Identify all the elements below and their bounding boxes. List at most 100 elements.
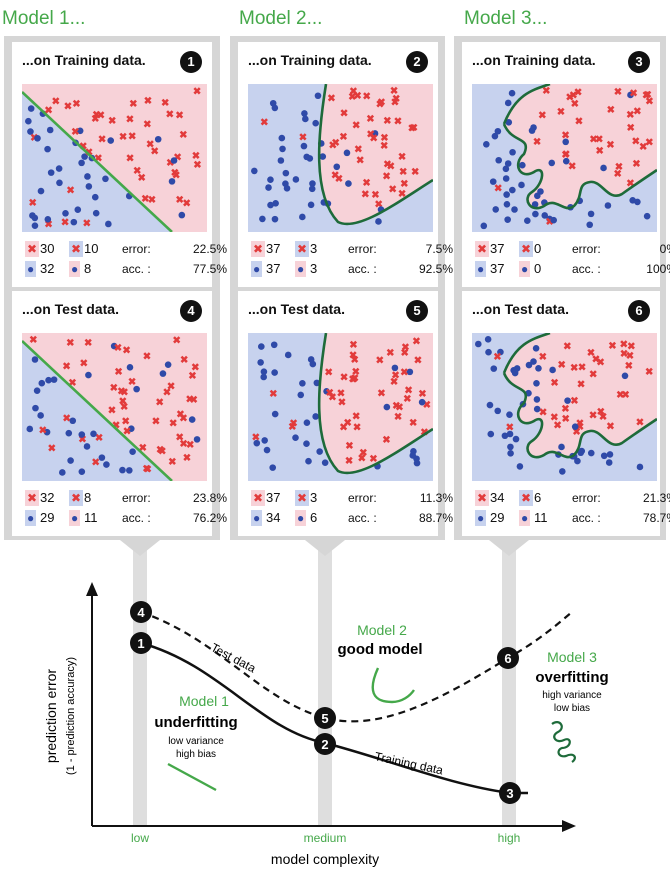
red-class-point: ✖ xyxy=(589,369,597,380)
confusion-summary: ✖ 37 ✖ 3 ● 34 ● 6 error: 11.3% acc. :88.7% xyxy=(248,489,458,529)
red-class-point: ✖ xyxy=(345,441,353,452)
blue-class-point xyxy=(278,134,286,142)
red-class-point: ✖ xyxy=(163,387,171,398)
red-class-point: ✖ xyxy=(179,414,187,425)
blue-class-point xyxy=(44,216,52,223)
blue-class-point xyxy=(270,341,278,349)
red-class-point: ✖ xyxy=(144,96,152,107)
red-class-point: ✖ xyxy=(620,349,628,360)
blue-class-point xyxy=(44,145,51,153)
count-value: 3 xyxy=(310,241,318,256)
blue-class-point xyxy=(495,156,503,164)
dot-marker-icon: ● xyxy=(69,261,81,277)
red-class-point: ✖ xyxy=(629,88,637,99)
red-class-point: ✖ xyxy=(398,152,406,163)
red-class-point: ✖ xyxy=(412,337,420,348)
blue-class-point xyxy=(489,178,497,185)
red-class-point: ✖ xyxy=(146,140,154,151)
blue-class-point xyxy=(103,461,110,468)
red-class-point: ✖ xyxy=(61,218,69,229)
red-class-point: ✖ xyxy=(349,374,357,385)
blue-class-point xyxy=(531,201,539,208)
blue-class-point xyxy=(37,412,44,419)
red-class-point: ✖ xyxy=(189,395,197,406)
blue-class-point xyxy=(271,215,279,223)
panel-title: ...on Training data. xyxy=(472,52,596,68)
red-class-point: ✖ xyxy=(72,99,80,110)
red-class-point: ✖ xyxy=(589,410,597,421)
red-class-point: ✖ xyxy=(119,132,127,143)
red-class-point: ✖ xyxy=(168,457,176,468)
confusion-summary: ✖ 30 ✖ 10 ● 32 ● 8 error: 22.5% acc. :77.5% xyxy=(22,240,232,280)
red-class-point: ✖ xyxy=(410,123,418,134)
blue-class-point xyxy=(518,181,525,189)
dot-marker-icon: ● xyxy=(475,261,487,277)
blue-class-point xyxy=(102,175,109,183)
red-class-point: ✖ xyxy=(331,171,339,182)
metric-label: error: xyxy=(122,242,151,256)
blue-class-point xyxy=(154,135,162,143)
red-class-point: ✖ xyxy=(371,190,379,201)
blue-class-point xyxy=(85,183,93,190)
model-3-annotation-sketch xyxy=(551,721,576,763)
blue-class-point xyxy=(31,356,39,363)
red-class-point: ✖ xyxy=(418,389,426,400)
blue-class-point xyxy=(501,432,509,440)
red-class-point: ✖ xyxy=(575,117,583,128)
panel-title: ...on Test data. xyxy=(248,301,345,317)
x-axis-arrow xyxy=(562,820,576,832)
metric-value: 78.7% xyxy=(642,511,670,525)
blue-class-point xyxy=(497,348,504,356)
blue-class-point xyxy=(272,199,279,207)
red-class-point: ✖ xyxy=(148,195,156,206)
count-value: 37 xyxy=(266,261,281,276)
blue-class-point xyxy=(33,387,41,394)
blue-class-point xyxy=(107,137,115,144)
confusion-summary: ✖ 32 ✖ 8 ● 29 ● 11 error: 23.8% acc. :76.2% xyxy=(22,489,232,529)
red-class-point: ✖ xyxy=(391,370,399,381)
connector-high xyxy=(502,540,516,826)
red-class-point: ✖ xyxy=(143,464,151,475)
blue-class-point xyxy=(316,448,323,455)
blue-class-point xyxy=(305,457,312,465)
red-class-point: ✖ xyxy=(349,375,357,386)
red-class-point: ✖ xyxy=(645,96,653,107)
panel-model-1-test: ...on Test data. 4 ✖ ✖ ✖ ✖ ✖ ✖ ✖ ✖ ✖ ✖ ✖ ✖ ✖ ✖ ✖ ✖ ✖ ✖ ✖ ✖ ✖ ✖ ✖… xyxy=(12,291,227,536)
red-class-point: ✖ xyxy=(97,110,105,121)
test-data-label: Test data xyxy=(209,640,259,675)
blue-class-point xyxy=(269,464,277,471)
red-class-point: ✖ xyxy=(68,378,76,389)
dot-marker-icon: ● xyxy=(295,261,307,277)
red-class-point: ✖ xyxy=(568,161,576,172)
red-class-point: ✖ xyxy=(186,395,194,406)
cross-marker-icon: ✖ xyxy=(251,241,266,257)
red-class-point: ✖ xyxy=(542,86,550,97)
red-class-point: ✖ xyxy=(173,152,181,163)
red-class-point: ✖ xyxy=(120,388,128,399)
blue-class-point xyxy=(516,463,524,470)
panel-model-1-train: ...on Training data. 1 ✖ ✖ ✖ ✖ ✖ ✖ ✖ ✖ ✖ ✖ ✖ ✖ ✖ ✖ ✖ ✖ ✖ ✖ ✖… xyxy=(12,42,227,287)
scatter-plot: ✖✖✖✖✖✖✖✖✖✖✖✖✖✖✖✖✖✖✖✖✖✖✖ ✖✖✖✖✖✖✖✖✖✖ ✖✖✖ xyxy=(472,333,657,481)
blue-class-point xyxy=(550,216,557,224)
red-class-point: ✖ xyxy=(350,355,358,366)
red-class-point: ✖ xyxy=(343,418,351,429)
red-class-point: ✖ xyxy=(550,378,558,389)
blue-class-point xyxy=(525,361,533,369)
blue-class-point xyxy=(418,398,426,406)
red-class-point: ✖ xyxy=(92,457,100,468)
decision-boundary xyxy=(317,333,433,475)
blue-class-point xyxy=(485,348,492,356)
metric-value: 22.5% xyxy=(192,242,227,256)
blue-class-point xyxy=(69,417,77,425)
red-class-point: ✖ xyxy=(193,86,201,97)
metric-label: error: xyxy=(348,491,377,505)
blue-class-point xyxy=(129,448,136,455)
blue-class-point xyxy=(45,376,52,384)
red-class-point: ✖ xyxy=(388,184,396,195)
blue-class-point xyxy=(297,391,305,399)
red-class-point: ✖ xyxy=(394,117,402,128)
red-class-point: ✖ xyxy=(395,402,403,413)
count-value: 8 xyxy=(84,261,92,276)
red-class-point: ✖ xyxy=(180,355,188,366)
panel-title: ...on Training data. xyxy=(22,52,146,68)
